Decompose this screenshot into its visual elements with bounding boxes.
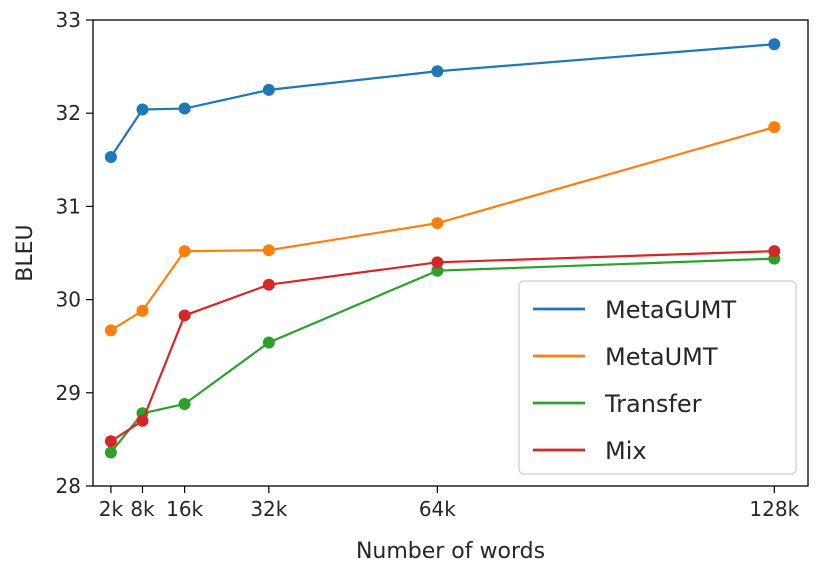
y-tick-label: 31 (56, 194, 81, 218)
series-line-metagumt (109, 43, 775, 158)
data-point-metagumt (178, 102, 191, 115)
legend-box (518, 280, 797, 475)
x-axis: 2k 8k 16k 32k 64k 128k (99, 486, 800, 521)
data-point-metagumt (262, 83, 275, 96)
y-tick-label: 32 (56, 101, 81, 125)
series-line-metaumt (110, 126, 775, 332)
data-point-transfer (104, 446, 117, 459)
data-point-metagumt (768, 38, 781, 51)
data-point-mix (104, 435, 117, 448)
legend: MetaGUMT MetaUMT Transfer Mix (518, 280, 797, 475)
x-tick-label: 128k (749, 497, 799, 521)
data-point-mix (178, 309, 191, 322)
x-tick-label: 8k (130, 497, 155, 521)
y-axis-label: BLEU (13, 224, 38, 281)
data-point-mix (262, 278, 275, 291)
series-metaumt (104, 121, 781, 337)
x-tick-label: 2k (99, 497, 124, 521)
legend-label-transfer: Transfer (604, 390, 702, 418)
data-point-mix (768, 245, 781, 258)
data-point-metagumt (136, 103, 149, 116)
data-point-metaumt (431, 217, 444, 230)
data-layer (104, 38, 781, 459)
data-point-metagumt (104, 151, 117, 164)
data-point-metaumt (136, 304, 149, 317)
data-point-metaumt (104, 324, 117, 337)
x-tick-label: 16k (166, 497, 203, 521)
plot-area-frame (92, 19, 809, 487)
data-point-mix (136, 414, 149, 427)
x-tick-label: 64k (419, 497, 456, 521)
data-point-mix (431, 256, 444, 269)
series-metagumt (104, 38, 781, 164)
data-point-metaumt (768, 121, 781, 134)
series-line-mix (110, 250, 775, 443)
y-axis: 28 29 30 31 32 33 (56, 8, 93, 498)
legend-item-metagumt: MetaGUMT (533, 296, 736, 324)
data-point-metaumt (262, 244, 275, 257)
legend-label-mix: Mix (605, 437, 647, 465)
data-point-metaumt (178, 245, 191, 258)
legend-item-metaumt: MetaUMT (533, 343, 718, 371)
series-mix (104, 245, 781, 448)
legend-item-mix: Mix (533, 437, 647, 465)
data-point-metagumt (431, 65, 444, 78)
data-point-transfer (262, 336, 275, 349)
data-point-transfer (178, 397, 191, 410)
y-tick-label: 28 (56, 474, 81, 498)
x-axis-label: Number of words (356, 539, 545, 564)
legend-item-transfer: Transfer (533, 390, 702, 418)
legend-label-metaumt: MetaUMT (605, 343, 718, 371)
x-tick-label: 32k (250, 497, 287, 521)
data-point-transfer (431, 264, 444, 277)
y-tick-label: 30 (56, 288, 81, 312)
legend-label-metagumt: MetaGUMT (605, 296, 736, 324)
y-tick-label: 33 (56, 8, 81, 32)
y-tick-label: 29 (56, 381, 81, 405)
